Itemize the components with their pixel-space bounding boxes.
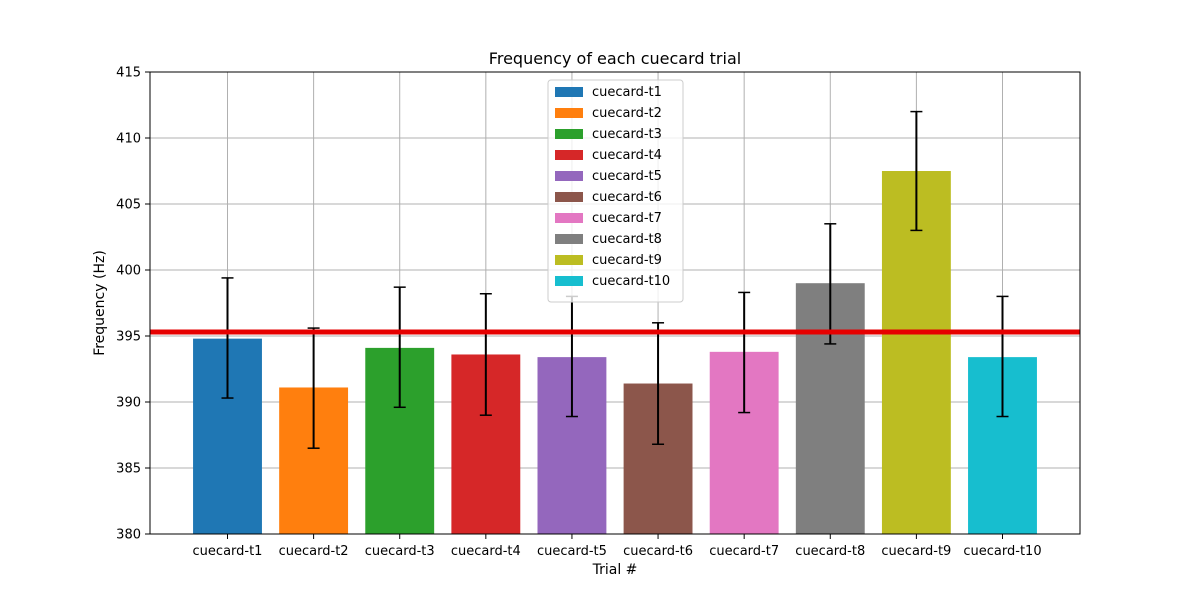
legend-label: cuecard-t6: [592, 190, 662, 205]
y-tick-label: 395: [116, 330, 141, 345]
y-tick-label: 390: [116, 396, 141, 411]
legend-label: cuecard-t3: [592, 127, 662, 142]
legend-swatch: [555, 150, 583, 160]
legend-label: cuecard-t7: [592, 211, 662, 226]
legend-label: cuecard-t4: [592, 148, 662, 163]
bar: [881, 171, 951, 534]
x-tick-label: cuecard-t7: [709, 544, 779, 559]
legend-label: cuecard-t8: [592, 232, 662, 247]
plot-frame: [149, 71, 1081, 535]
legend-label: cuecard-t1: [592, 85, 662, 100]
x-tick-label: cuecard-t4: [451, 544, 521, 559]
x-tick-label: cuecard-t8: [795, 544, 865, 559]
legend-swatch: [555, 129, 583, 139]
x-tick-label: cuecard-t3: [365, 544, 435, 559]
x-tick-label: cuecard-t1: [193, 544, 263, 559]
y-tick-label: 400: [116, 264, 141, 279]
bars: [193, 171, 1037, 534]
x-tick-label: cuecard-t9: [881, 544, 951, 559]
x-tick-label: cuecard-t10: [963, 544, 1041, 559]
legend-label: cuecard-t2: [592, 106, 662, 121]
legend-swatch: [555, 213, 583, 223]
legend-swatch: [555, 87, 583, 97]
legend: cuecard-t1 cuecard-t2 cuecard-t3 cuecard-t4…: [547, 79, 684, 303]
y-tick-label: 410: [116, 132, 141, 147]
x-tick-label: cuecard-t5: [537, 544, 607, 559]
legend-swatch: [555, 234, 583, 244]
legend-label: cuecard-t9: [592, 253, 662, 268]
legend-swatch: [555, 192, 583, 202]
legend-swatch: [555, 255, 583, 265]
y-axis-label: Frequency (Hz): [92, 250, 108, 356]
y-tick-label: 385: [116, 462, 141, 477]
legend-swatch: [555, 276, 583, 286]
error-bars: [221, 110, 1009, 449]
x-tick-label: cuecard-t6: [623, 544, 693, 559]
legend-swatch: [555, 171, 583, 181]
y-tick-label: 380: [116, 528, 141, 543]
x-tick-label: cuecard-t2: [279, 544, 349, 559]
y-tick-label: 415: [116, 66, 141, 81]
legend-label: cuecard-t5: [592, 169, 662, 184]
legend-label: cuecard-t10: [592, 274, 670, 289]
y-tick-label: 405: [116, 198, 141, 213]
chart-title: Frequency of each cuecard trial: [489, 49, 741, 68]
x-axis-label: Trial #: [592, 562, 638, 578]
legend-swatch: [555, 108, 583, 118]
